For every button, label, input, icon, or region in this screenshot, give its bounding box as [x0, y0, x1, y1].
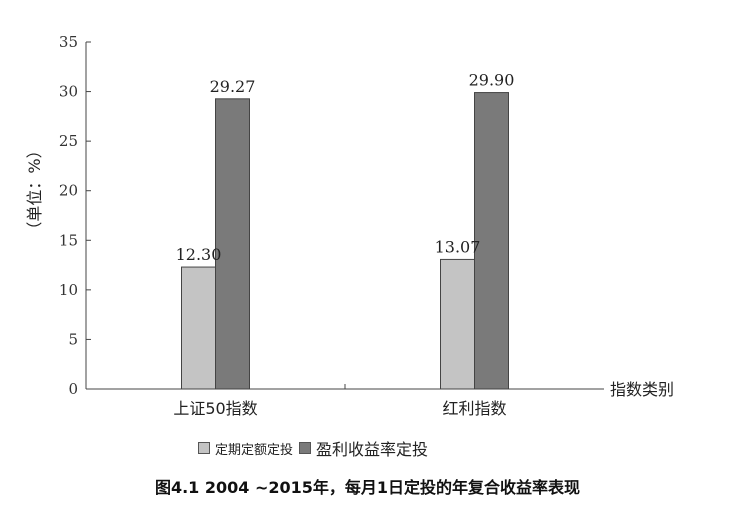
y-tick-label: 25	[59, 132, 78, 150]
category-labels: 上证50指数 红利指数	[173, 399, 506, 418]
y-tick-label: 20	[59, 182, 78, 200]
y-tick-label: 35	[59, 33, 78, 51]
x-axis	[86, 384, 604, 390]
legend: 定期定额定投 盈利收益率定投	[198, 436, 434, 460]
y-tick-label: 5	[68, 330, 78, 348]
bar-value-label: 29.90	[469, 71, 515, 90]
value-labels: 12.30 29.27 13.07 29.90	[176, 71, 515, 264]
legend-label-earnings: 盈利收益率定投	[316, 440, 429, 459]
y-tick-label: 15	[59, 231, 78, 249]
x-category-label: 上证50指数	[173, 399, 257, 418]
x-category-label: 红利指数	[442, 399, 506, 418]
legend-item-earnings: 盈利收益率定投	[299, 436, 428, 460]
y-tick-label: 0	[68, 380, 78, 398]
bar-fixed-1	[440, 258, 475, 390]
legend-item-fixed: 定期定额定投	[198, 439, 293, 458]
y-axis: 0 5 10 15 20 25 30 35	[59, 33, 91, 398]
bar-earnings-1	[474, 92, 509, 390]
bar-value-label: 12.30	[176, 245, 222, 264]
figure-caption: 图4.1 2004 ~2015年，每月1日定投的年复合收益率表现	[154, 478, 581, 497]
y-tick-label: 30	[59, 83, 78, 101]
bar-fixed-0	[181, 266, 216, 390]
bar-earnings-0	[215, 98, 250, 390]
bar-value-label: 29.27	[210, 77, 256, 96]
bar-chart: 0 5 10 15 20 25 30 35 12.30 29.27 13.07 29.90 上证50…	[25, 33, 674, 418]
bars	[181, 92, 509, 390]
legend-swatch-earnings	[299, 442, 312, 454]
y-axis-title: （单位：%）	[25, 142, 44, 237]
bar-value-label: 13.07	[435, 237, 481, 256]
x-axis-title: 指数类别	[610, 380, 674, 399]
y-tick-label: 10	[59, 281, 78, 299]
legend-swatch-fixed	[198, 442, 210, 454]
legend-label-fixed: 定期定额定投	[215, 442, 294, 458]
